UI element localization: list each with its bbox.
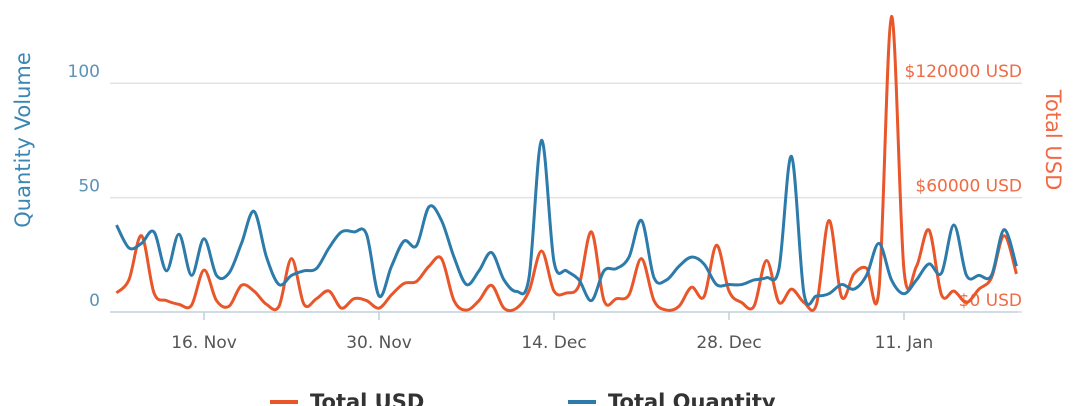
y2-tick-label: $120000 USD [905, 62, 1022, 82]
legend-label: Total USD [310, 390, 424, 406]
y2-axis-title: Total USD [1041, 89, 1065, 191]
y-tick-label: 0 [89, 291, 100, 311]
y-tick-label: 100 [68, 62, 100, 82]
x-tick-label: 16. Nov [171, 333, 237, 353]
y-tick-label: 50 [78, 177, 100, 197]
y2-tick-label: $60000 USD [915, 177, 1022, 197]
x-tick-label: 14. Dec [521, 333, 586, 353]
x-tick-label: 11. Jan [875, 333, 934, 353]
series-line [115, 14, 1018, 313]
x-tick-label: 28. Dec [696, 333, 761, 353]
legend-label: Total Quantity [608, 390, 776, 406]
y-axis-title: Quantity Volume [11, 52, 35, 228]
series-line [115, 138, 1018, 307]
x-tick-label: 30. Nov [346, 333, 412, 353]
